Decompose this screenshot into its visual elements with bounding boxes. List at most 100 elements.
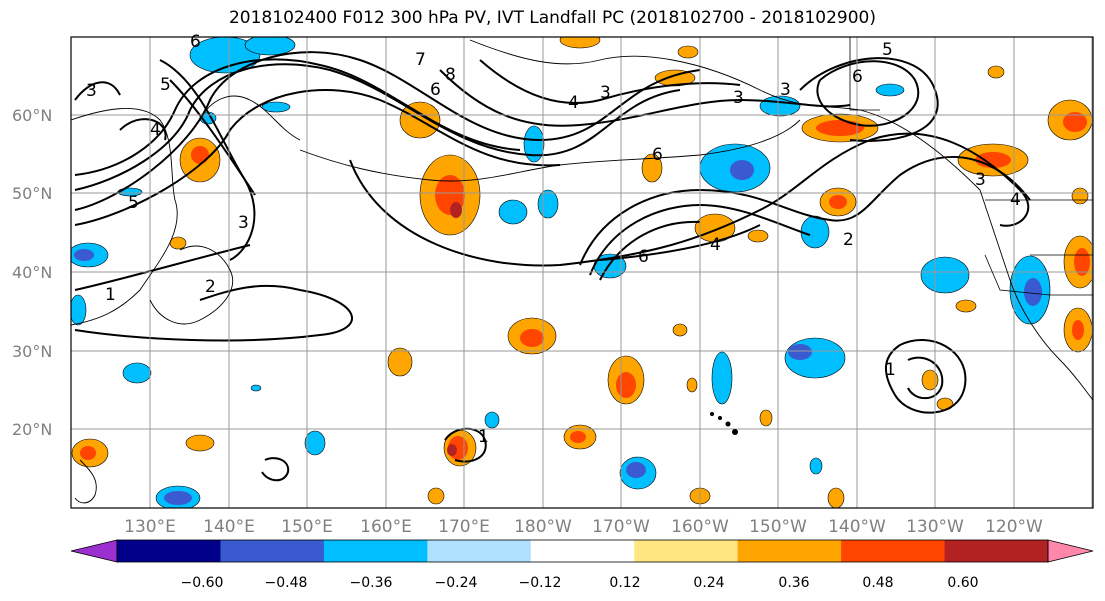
contour-label: 3 <box>733 88 744 108</box>
colorbar-extend-high <box>1047 539 1094 563</box>
colorbar-tick: 0.24 <box>693 575 724 591</box>
lat-label: 20°N <box>12 420 52 439</box>
anomaly-blob <box>484 411 500 429</box>
anomaly-blob <box>672 323 688 337</box>
pv-contour-line <box>169 79 256 196</box>
coastline-na-west <box>979 189 1093 401</box>
colorbar-swatch <box>634 540 739 562</box>
anomaly-blob <box>523 125 545 163</box>
hawaii-islands <box>710 412 738 435</box>
contour-label: 1 <box>478 427 489 447</box>
contour-label: 3 <box>86 81 97 101</box>
coastline-japan <box>149 245 234 325</box>
border-line <box>984 254 1093 296</box>
colorbar-tick: 0.12 <box>609 575 640 591</box>
pv-contour-line <box>349 132 1030 267</box>
map-frame <box>70 36 1094 509</box>
colorbar-swatch <box>427 540 532 562</box>
anomaly-blob <box>987 65 1005 79</box>
contour-label: 7 <box>415 50 426 70</box>
contour-label: 6 <box>430 80 441 100</box>
pv-contours <box>74 51 1031 482</box>
anomaly-blob <box>304 430 326 456</box>
pv-anomaly-shading <box>71 37 1093 508</box>
pv-contour-line <box>74 81 121 101</box>
anomaly-blob <box>654 69 696 87</box>
contour-label: 5 <box>882 40 893 60</box>
pv-contour-line <box>816 60 920 127</box>
anomaly-blob <box>955 299 977 313</box>
anomaly-blob <box>559 37 601 49</box>
anomaly-blob <box>730 160 754 180</box>
anomaly-blob <box>626 462 646 478</box>
lon-label: 160°E <box>360 517 412 537</box>
anomaly-blob <box>1071 187 1089 205</box>
pv-contour-line <box>885 339 967 414</box>
pv-contour-line <box>599 220 701 281</box>
colorbar-tick: −0.48 <box>265 575 308 591</box>
pv-contour-line <box>74 89 561 226</box>
coastline-asia <box>71 108 178 326</box>
anomaly-blob <box>74 249 94 261</box>
lat-label: 40°N <box>12 263 52 282</box>
longitude-labels: 130°E 140°E 150°E 160°E 170°E 180°W 170°… <box>124 517 1043 537</box>
border-line <box>849 37 880 111</box>
contour-label: 6 <box>638 247 649 267</box>
lon-label: 130°E <box>124 517 176 537</box>
pv-contour-line <box>579 156 1031 266</box>
coastline-taiwan <box>74 459 97 504</box>
pv-contour-line <box>444 427 487 463</box>
colorbar-swatch <box>323 540 428 562</box>
lon-label: 180°W <box>514 517 572 537</box>
contour-label: 2 <box>843 230 854 250</box>
contour-label: 8 <box>445 65 456 85</box>
contour-label: 6 <box>190 32 201 52</box>
lon-label: 160°W <box>671 517 729 537</box>
pv-contour-line <box>119 118 167 141</box>
anomaly-blob <box>711 351 733 405</box>
lon-label: 120°W <box>985 517 1043 537</box>
colorbar-tick: 0.36 <box>778 575 809 591</box>
anomaly-blob <box>788 344 812 360</box>
contour-label: 3 <box>975 170 986 190</box>
pv-contour-line <box>74 284 353 342</box>
lon-label: 170°W <box>592 517 650 537</box>
pv-contour-line <box>74 244 251 291</box>
anomaly-blob <box>427 487 445 505</box>
anomaly-blob <box>189 37 261 74</box>
contour-label: 3 <box>238 213 249 233</box>
anomaly-blob <box>447 444 457 456</box>
contour-label: 6 <box>852 67 863 87</box>
pv-contour-line <box>907 356 944 400</box>
pv-contour-line <box>439 69 851 127</box>
pv-contour-line <box>74 63 681 191</box>
anomaly-blob <box>122 362 152 384</box>
anomaly-blob <box>747 229 769 243</box>
pv-contour-line <box>479 59 741 104</box>
colorbar-swatch <box>944 540 1049 562</box>
lat-label: 60°N <box>12 106 52 125</box>
contour-label: 4 <box>1010 190 1021 210</box>
anomaly-blob <box>164 491 192 505</box>
pv-contour-line <box>74 58 521 176</box>
lon-label: 140°E <box>203 517 255 537</box>
contour-label: 3 <box>780 80 791 100</box>
anomaly-blob <box>520 329 544 347</box>
anomaly-blob <box>759 409 773 427</box>
colorbar-swatch <box>117 540 221 562</box>
anomaly-blob <box>537 189 559 219</box>
colorbar-swatch <box>220 540 325 562</box>
contour-label: 4 <box>710 235 721 255</box>
political-borders <box>849 37 1093 296</box>
contour-label: 2 <box>205 277 216 297</box>
coastline-alaska <box>469 39 981 191</box>
lon-label: 150°W <box>749 517 807 537</box>
colorbar-tick: 0.60 <box>947 575 978 591</box>
anomaly-blob <box>191 146 209 164</box>
anomaly-blob <box>827 487 845 508</box>
contour-label: 3 <box>600 83 611 103</box>
contour-label: 6 <box>652 145 663 165</box>
anomaly-blob <box>387 347 413 377</box>
contour-labels: 6 5 4 3 5 6 8 7 3 3 3 6 4 5 6 6 4 2 3 4 … <box>86 32 1021 447</box>
